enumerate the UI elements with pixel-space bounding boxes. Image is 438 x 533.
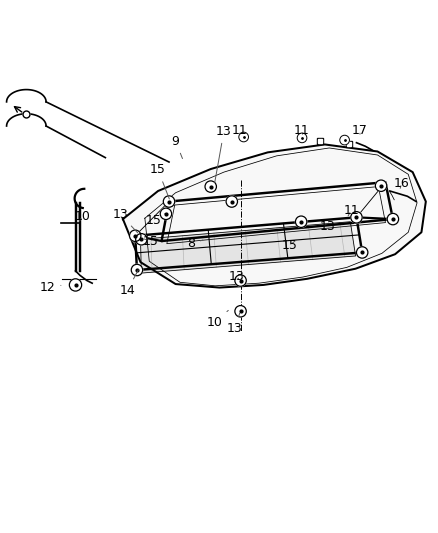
Circle shape bbox=[238, 132, 248, 142]
Text: 13: 13 bbox=[228, 270, 244, 282]
Circle shape bbox=[226, 196, 237, 207]
Circle shape bbox=[160, 208, 171, 220]
Text: 10: 10 bbox=[206, 310, 228, 329]
Text: 16: 16 bbox=[393, 176, 409, 190]
Circle shape bbox=[205, 181, 216, 192]
Text: 15: 15 bbox=[145, 214, 164, 227]
Text: 15: 15 bbox=[142, 235, 158, 247]
Text: 15: 15 bbox=[281, 239, 297, 252]
Circle shape bbox=[295, 216, 306, 228]
Text: 17: 17 bbox=[351, 124, 367, 137]
Circle shape bbox=[356, 247, 367, 258]
Circle shape bbox=[297, 133, 306, 143]
Circle shape bbox=[129, 230, 141, 241]
Polygon shape bbox=[123, 144, 425, 288]
Circle shape bbox=[131, 264, 142, 276]
Text: 13: 13 bbox=[214, 125, 231, 182]
Text: 14: 14 bbox=[119, 270, 138, 297]
Circle shape bbox=[234, 305, 246, 317]
Text: 13: 13 bbox=[113, 208, 138, 233]
Circle shape bbox=[69, 279, 81, 291]
Text: 13: 13 bbox=[226, 313, 242, 335]
Circle shape bbox=[135, 233, 147, 245]
Text: 10: 10 bbox=[74, 209, 90, 222]
Circle shape bbox=[163, 196, 174, 207]
Polygon shape bbox=[140, 222, 355, 273]
Text: 15: 15 bbox=[150, 164, 169, 199]
Text: 11: 11 bbox=[293, 124, 309, 137]
Text: 13: 13 bbox=[318, 221, 334, 233]
Text: 12: 12 bbox=[39, 281, 61, 294]
Circle shape bbox=[386, 213, 398, 225]
Text: 11: 11 bbox=[343, 204, 358, 217]
Circle shape bbox=[234, 275, 246, 286]
Text: 9: 9 bbox=[171, 135, 182, 158]
Text: 8: 8 bbox=[187, 237, 202, 250]
Circle shape bbox=[339, 135, 349, 145]
Circle shape bbox=[374, 180, 386, 191]
Circle shape bbox=[350, 212, 361, 223]
Text: 11: 11 bbox=[231, 124, 247, 137]
